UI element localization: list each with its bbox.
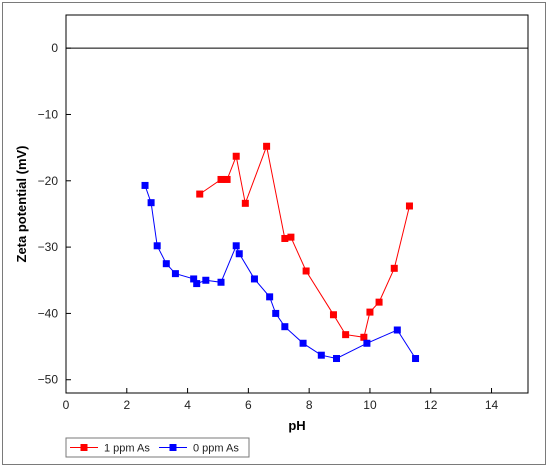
x-tick-label: 4 <box>184 398 191 412</box>
y-tick-label: −10 <box>38 107 59 121</box>
data-point-1-ppm-as <box>390 264 398 272</box>
data-point-1-ppm-as <box>196 190 204 198</box>
data-point-0-ppm-as <box>232 242 240 250</box>
data-point-0-ppm-as <box>235 250 243 258</box>
data-point-0-ppm-as <box>171 270 179 278</box>
x-axis: 0 2 4 6 8 10 12 14 <box>63 388 499 412</box>
data-point-0-ppm-as <box>217 278 225 286</box>
data-point-1-ppm-as <box>223 175 231 183</box>
y-tick-label: −20 <box>38 174 59 188</box>
data-point-0-ppm-as <box>281 323 289 331</box>
x-tick-label: 10 <box>363 398 377 412</box>
y-axis-title: Zeta potential (mV) <box>14 145 29 262</box>
x-axis-title: pH <box>288 418 305 433</box>
y-tick-label: −50 <box>38 373 59 387</box>
data-point-0-ppm-as <box>266 293 274 301</box>
data-point-0-ppm-as <box>250 275 258 283</box>
data-point-0-ppm-as <box>317 351 325 359</box>
data-point-1-ppm-as <box>241 199 249 207</box>
x-tick-label: 6 <box>245 398 252 412</box>
data-point-1-ppm-as <box>342 331 350 339</box>
series-0-ppm-as <box>141 181 420 363</box>
y-axis: 0 −10 −20 −30 −40 −50 <box>38 41 71 387</box>
legend-marker-0-ppm-as <box>169 444 177 451</box>
data-point-0-ppm-as <box>412 355 420 363</box>
x-tick-label: 12 <box>424 398 438 412</box>
data-point-1-ppm-as <box>232 152 240 160</box>
data-point-1-ppm-as <box>360 333 368 341</box>
data-point-1-ppm-as <box>302 267 310 275</box>
chart-frame <box>2 2 546 465</box>
data-point-0-ppm-as <box>333 355 341 363</box>
legend-label-0-ppm-as: 0 ppm As <box>193 443 239 455</box>
series-1-ppm-as <box>196 142 413 341</box>
data-point-0-ppm-as <box>147 199 155 207</box>
plot-area <box>65 14 529 394</box>
legend-marker-1-ppm-as <box>80 444 88 451</box>
data-point-0-ppm-as <box>153 242 161 250</box>
data-point-1-ppm-as <box>375 298 383 306</box>
data-point-0-ppm-as <box>393 326 401 334</box>
data-point-1-ppm-as <box>405 202 413 210</box>
data-point-1-ppm-as <box>287 233 295 241</box>
x-tick-label: 0 <box>63 398 70 412</box>
data-point-0-ppm-as <box>193 280 201 288</box>
y-tick-label: 0 <box>51 41 58 55</box>
data-point-0-ppm-as <box>272 309 280 317</box>
data-point-0-ppm-as <box>141 181 149 189</box>
data-point-1-ppm-as <box>263 142 271 150</box>
x-tick-label: 2 <box>123 398 130 412</box>
legend-box <box>65 437 250 458</box>
data-point-1-ppm-as <box>329 311 337 319</box>
data-point-0-ppm-as <box>202 276 210 284</box>
series-line-1-ppm-as <box>199 144 410 338</box>
x-tick-label: 8 <box>306 398 313 412</box>
data-point-0-ppm-as <box>190 275 198 283</box>
y-tick-label: −40 <box>38 306 59 320</box>
y-tick-label: −30 <box>38 240 59 254</box>
legend-label-1-ppm-as: 1 ppm As <box>104 443 150 455</box>
data-point-0-ppm-as <box>299 339 307 347</box>
data-point-0-ppm-as <box>363 339 371 347</box>
legend: 1 ppm As 0 ppm As <box>65 437 250 458</box>
x-tick-label: 14 <box>485 398 499 412</box>
data-point-1-ppm-as <box>366 308 374 316</box>
data-point-1-ppm-as <box>281 234 289 242</box>
data-point-1-ppm-as <box>217 175 225 183</box>
data-point-0-ppm-as <box>162 260 170 268</box>
series-layer <box>141 142 420 363</box>
